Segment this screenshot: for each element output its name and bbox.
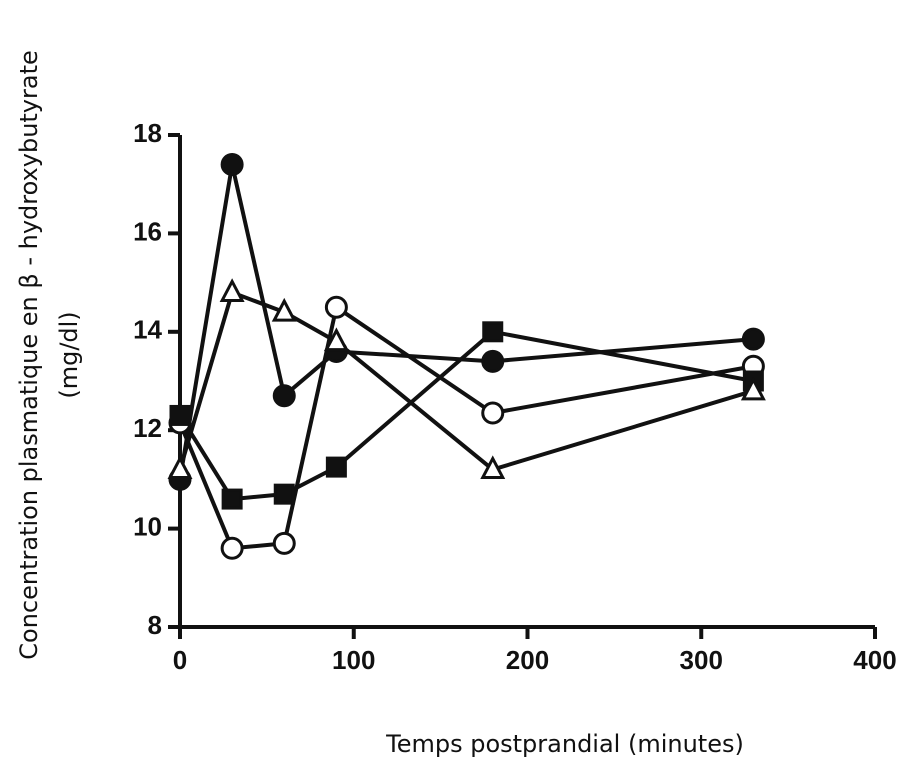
point: [219, 278, 245, 302]
point: [271, 297, 297, 322]
x-tick-label: 0: [173, 645, 187, 675]
point: [273, 483, 295, 505]
series-line: [178, 305, 754, 551]
x-tick-label: 300: [680, 645, 723, 675]
y-tick-label: 12: [133, 413, 162, 443]
x-tick-label: 400: [853, 645, 896, 675]
x-tick-label: 200: [506, 645, 549, 675]
series-line: [178, 162, 754, 480]
point: [324, 295, 348, 319]
point: [272, 531, 296, 555]
y-tick-label: 8: [148, 610, 162, 640]
y-tick-label: 18: [133, 118, 162, 148]
point: [169, 404, 191, 426]
y-tick-label: 10: [133, 511, 162, 541]
x-axis-label: Temps postprandial (minutes): [385, 730, 744, 758]
point: [167, 455, 193, 480]
series-line: [178, 329, 754, 502]
point: [481, 401, 505, 425]
x-tick-label: 100: [332, 645, 375, 675]
point: [740, 376, 766, 401]
series-line: [178, 290, 754, 472]
point: [220, 536, 244, 560]
y-axis-label: (mg/dl): [55, 311, 83, 398]
point: [272, 384, 296, 408]
point: [325, 456, 347, 478]
y-axis-label: Concentration plasmatique en β - hydroxy…: [15, 50, 43, 660]
point: [221, 488, 243, 510]
y-tick-label: 14: [133, 315, 162, 345]
point: [482, 321, 504, 343]
point: [481, 349, 505, 373]
point: [220, 153, 244, 177]
y-tick-label: 16: [133, 216, 162, 246]
point: [741, 327, 765, 351]
point: [323, 327, 349, 352]
point: [480, 455, 506, 480]
